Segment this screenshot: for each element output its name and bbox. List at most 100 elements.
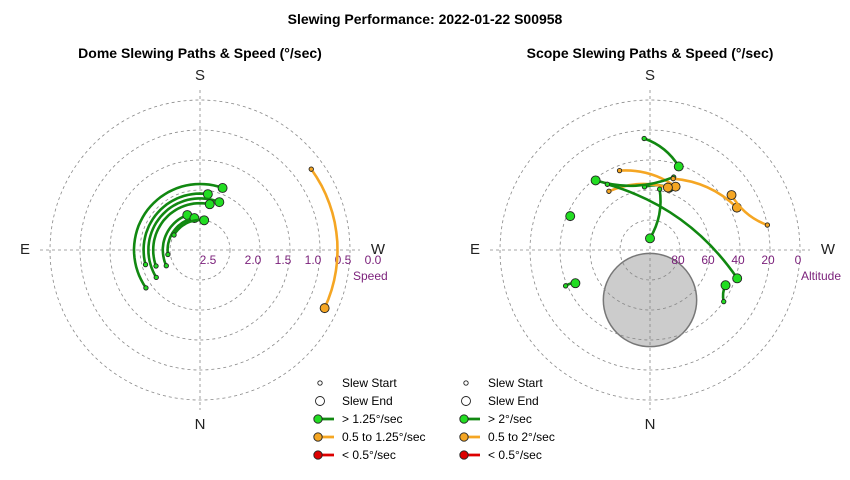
dome-radial-axis-label: Speed [353,269,388,283]
dome-slew-end-marker [319,303,330,314]
dome-legend-end-swatch [315,396,325,406]
dome-grid-ring [109,159,291,341]
scope-slew-path [594,175,675,188]
dome-slew-path [166,216,196,256]
dome-slew-end-marker [199,215,210,226]
scope-legend-label: Slew Start [488,376,543,390]
scope-slew-start-marker [562,283,569,289]
scope-slew-path [606,183,739,280]
scope-radial-tick: 0 [795,253,802,267]
scope-slew-start-marker [616,167,623,174]
chart-title: Slewing Performance: 2022-01-22 S00958 [288,11,563,27]
dome-slew-path [151,201,211,268]
scope-radial-tick: 20 [761,253,775,267]
dome-radial-tick: 1.0 [305,253,322,267]
scope-slew-end-marker [720,280,731,291]
dome-radial-tick: 0.5 [335,253,352,267]
dome-slew-end-marker [217,183,228,193]
dome-grid-ring [169,219,231,281]
dome-slew-start-marker [153,274,159,280]
dome-compass-left: E [20,241,30,258]
scope-grid-ring [619,219,681,281]
scope-slew-start-marker [606,188,612,194]
dome-slew-path [147,197,221,279]
scope-slew-end-marker [590,175,601,186]
scope-slew-path [642,137,681,168]
dome-radial-tick: 2.0 [245,253,262,267]
scope-legend-end-swatch [461,396,471,406]
dome-slew-start-marker [163,263,169,269]
dome-slew-path [161,213,189,268]
dome-legend-dot-swatch [313,414,323,424]
chart-marks: 2.5 2.0 1.5 1.0 0.5 0.0 80 60 40 20 0 Slew Start Sle… [40,90,810,462]
scope-slew-start-marker [604,181,610,187]
scope-grid-ring [589,189,711,311]
dome-radial-tick: 2.5 [200,253,217,267]
dome-slew-end-marker [202,189,213,200]
scope-slew-start-marker [641,135,647,142]
scope-slew-start-marker [670,176,676,182]
dome-legend-label: Slew Start [342,376,397,390]
dome-legend-dot-swatch [313,450,323,460]
dome-legend-dot-swatch [313,432,323,442]
scope-slew-end-marker [732,273,743,284]
scope-radial-axis-label: Altitude [801,269,841,283]
dome-legend-label: Slew End [342,394,393,408]
dome-legend-label: < 0.5°/sec [342,448,396,462]
scope-compass-top: S [645,67,655,84]
scope-legend-label: Slew End [488,394,539,408]
dome-legend-label: > 1.25°/sec [342,412,403,426]
dome-compass-right: W [371,241,386,258]
scope-slew-path [607,182,670,193]
dome-slew-path [309,167,339,310]
dome-slew-start-marker [142,261,149,268]
scope-slew-end-marker [673,161,684,172]
scope-slew-path [618,169,677,188]
scope-radial-tick: 60 [701,253,715,267]
dome-radial-tick: 1.5 [275,253,292,267]
dome-grid-ring [79,129,321,371]
scope-slew-start-marker [656,186,663,192]
dome-slew-start-marker [165,251,171,258]
scope-radial-tick: 40 [731,253,745,267]
dome-slew-start-marker [171,232,177,238]
dome-slew-path [172,218,206,237]
dome-chart-title: Dome Slewing Paths & Speed (°/sec) [78,45,322,61]
dome-compass-bottom: N [195,416,206,433]
dome-slew-start-marker [308,166,314,172]
dome-compass-top: S [195,67,205,84]
scope-compass-left: E [470,241,480,258]
scope-grid-ring [499,99,801,401]
dome-slew-start-marker [143,285,149,291]
scope-grid-ring [559,159,741,341]
scope-slew-path [648,187,662,240]
scope-compass-right: W [821,241,836,258]
scope-legend-dot-swatch [459,414,469,424]
scope-grid-ring [529,129,771,371]
scope-legend-label: > 2°/sec [488,412,532,426]
scope-chart-title: Scope Slewing Paths & Speed (°/sec) [527,45,774,61]
scope-legend-start-swatch [463,380,469,386]
scope-slew-start-marker [764,222,771,228]
scope-radial-tick: 80 [671,253,685,267]
scope-slew-end-marker [570,278,581,289]
scope-legend-dot-swatch [459,432,469,442]
dome-legend-start-swatch [317,380,323,386]
dome-slew-path [132,182,224,290]
scope-legend-label: < 0.5°/sec [488,448,542,462]
scope-slew-end-marker [662,182,673,193]
dome-slew-path [142,192,210,266]
dome-legend-label: 0.5 to 1.25°/sec [342,430,426,444]
scope-slew-end-marker [565,211,576,222]
scope-slew-start-marker [721,298,727,305]
dome-radial-tick: 0.0 [365,253,382,267]
dome-slew-start-marker [153,263,159,269]
scope-slew-path [671,177,739,209]
scope-legend-label: 0.5 to 2°/sec [488,430,555,444]
scope-compass-bottom: N [645,416,656,433]
dome-slew-end-marker [214,197,225,208]
scope-slew-end-marker [726,190,737,200]
dome-slew-end-marker [204,199,215,210]
